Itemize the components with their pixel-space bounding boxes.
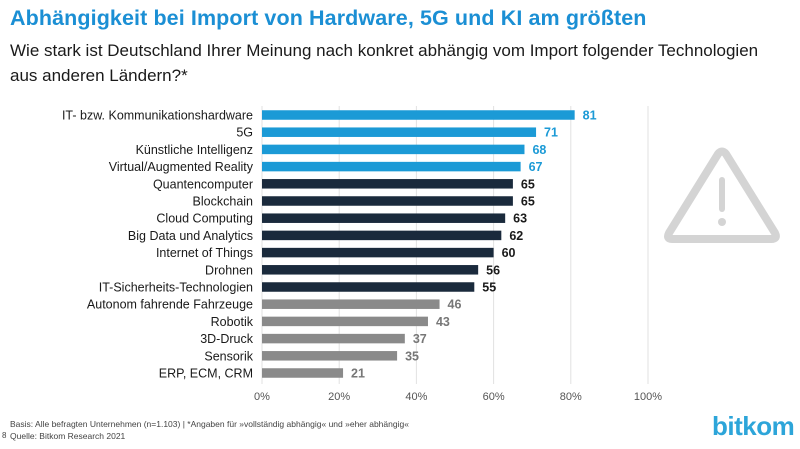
- category-label: Quantencomputer: [153, 177, 253, 191]
- chart-title: Abhängigkeit bei Import von Hardware, 5G…: [10, 6, 647, 30]
- bar: [262, 368, 344, 378]
- bar: [262, 196, 513, 206]
- value-label: 56: [486, 263, 500, 277]
- value-label: 46: [448, 298, 462, 312]
- footer-source: Quelle: Bitkom Research 2021: [10, 431, 126, 441]
- x-tick-label: 0%: [254, 391, 270, 403]
- bar: [262, 161, 521, 172]
- value-label: 60: [502, 246, 516, 260]
- bar: [262, 316, 428, 327]
- bar: [262, 144, 525, 155]
- category-label: IT- bzw. Kommunikationshardware: [62, 109, 253, 123]
- value-label: 65: [521, 195, 535, 209]
- value-label: 81: [583, 109, 597, 123]
- page-number: 8: [2, 431, 7, 440]
- bar: [262, 110, 575, 120]
- value-label: 55: [482, 281, 496, 295]
- footer-basis: Basis: Alle befragten Unternehmen (n=1.1…: [10, 419, 409, 429]
- category-label: Robotik: [211, 315, 254, 329]
- value-label: 63: [513, 212, 527, 226]
- bar: [262, 247, 494, 258]
- value-label: 37: [413, 332, 427, 346]
- category-label: Autonom fahrende Fahrzeuge: [87, 298, 253, 312]
- category-label: Cloud Computing: [156, 212, 253, 226]
- category-label: ERP, ECM, CRM: [159, 367, 253, 381]
- bar: [262, 127, 537, 137]
- x-tick-label: 100%: [634, 391, 662, 403]
- bar: [262, 351, 398, 361]
- value-label: 71: [544, 126, 558, 140]
- bitkom-logo: bitkom: [712, 411, 795, 441]
- category-label: Blockchain: [193, 195, 253, 209]
- bar: [262, 299, 440, 309]
- category-label: 5G: [236, 126, 253, 140]
- value-label: 65: [521, 177, 535, 191]
- warning-exclamation-dot: [718, 218, 726, 226]
- x-axis-ticks: 0% 20% 40% 60% 80% 100%: [254, 391, 662, 403]
- value-label: 67: [529, 160, 543, 174]
- bar: [262, 230, 502, 241]
- warning-triangle-icon: [664, 147, 780, 243]
- warning-triangle-outline: [664, 147, 780, 243]
- category-label: Virtual/Augmented Reality: [109, 160, 254, 174]
- value-label: 43: [436, 315, 450, 329]
- bar: [262, 282, 475, 292]
- x-tick-label: 80%: [560, 391, 582, 403]
- bars: [262, 110, 575, 378]
- bar: [262, 213, 506, 223]
- chart-subtitle: Wie stark ist Deutschland Ihrer Meinung …: [10, 41, 759, 85]
- value-label: 68: [532, 143, 546, 157]
- x-tick-label: 20%: [328, 391, 350, 403]
- category-label: Drohnen: [205, 263, 253, 277]
- x-tick-label: 60%: [483, 391, 505, 403]
- category-label: Big Data und Analytics: [128, 229, 253, 243]
- value-label: 21: [351, 367, 365, 381]
- value-label: 35: [405, 349, 419, 363]
- x-tick-label: 40%: [405, 391, 427, 403]
- category-label: IT-Sicherheits-Technologien: [99, 281, 253, 295]
- category-label: Künstliche Intelligenz: [136, 143, 253, 157]
- bar: [262, 265, 479, 275]
- category-label: Sensorik: [204, 349, 253, 363]
- category-labels: IT- bzw. Kommunikationshardware 5G Künstli…: [62, 109, 254, 381]
- bar: [262, 333, 405, 344]
- category-label: Internet of Things: [156, 246, 253, 260]
- category-label: 3D-Druck: [200, 332, 254, 346]
- value-label: 62: [509, 229, 523, 243]
- bar: [262, 179, 513, 189]
